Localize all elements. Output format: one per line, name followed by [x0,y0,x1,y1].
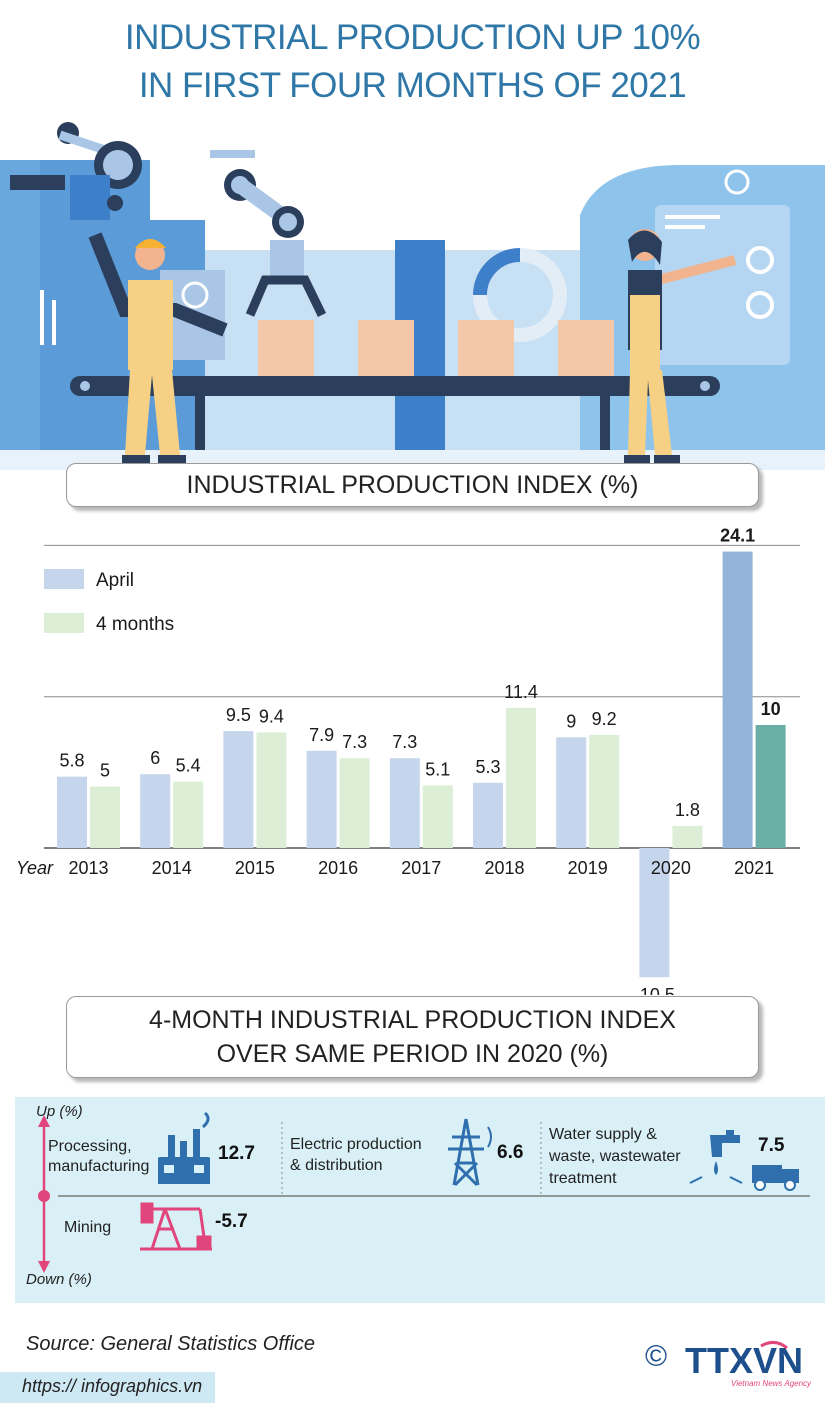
bar [57,776,87,848]
tick-label: 2014 [152,858,192,878]
bar [506,707,536,848]
bar [223,731,254,848]
tick-label: 2015 [235,858,275,878]
sector-value: -5.7 [215,1211,248,1232]
tick-label: 2013 [68,858,108,878]
tick-label: 2019 [568,858,608,878]
page-title: INDUSTRIAL PRODUCTION UP 10% IN FIRST FO… [0,14,825,110]
tick-label: 2018 [484,858,524,878]
legend-swatch [44,613,84,633]
legend-label: 4 months [96,614,174,635]
data-label: 24.1 [720,526,755,546]
bar [589,734,620,848]
water-truck-icon [689,1130,799,1191]
footer-band [0,1372,215,1403]
data-label: 9 [566,711,576,731]
bar [256,732,287,848]
production-index-chart: 5.8 5 2013 6 5.4 2014 9.5 9.4 2015 7.9 7.3 2016 7.3 5… [16,526,800,995]
bar [639,848,670,978]
sector-value: 6.6 [497,1142,523,1163]
legend-swatch [44,569,84,589]
data-label: 1.8 [675,800,700,820]
sector-label: Mining [64,1219,111,1236]
down-arrow-icon [38,1261,50,1273]
sector-label: Electric production [290,1136,422,1153]
tick-label: 2016 [318,858,358,878]
sector-value: 7.5 [758,1135,785,1156]
data-label: 11.4 [504,682,538,702]
chart-title: INDUSTRIAL PRODUCTION INDEX (%) [186,471,639,499]
chart-title-box: INDUSTRIAL PRODUCTION INDEX (%) [66,463,759,507]
bar [722,551,753,848]
tick-label: 2020 [651,858,691,878]
data-label: -10.5 [634,985,675,995]
bar [389,758,420,848]
data-label: 7.3 [342,732,367,752]
female-worker-icon [624,229,737,463]
sector-label: waste, wastewater [548,1148,681,1165]
copyright-icon: © [645,1340,668,1373]
title-line-2: IN FIRST FOUR MONTHS OF 2021 [138,66,687,105]
data-label: 5.8 [59,751,84,771]
sector-title-line-2: OVER SAME PERIOD IN 2020 (%) [216,1040,609,1068]
sector-title-box: 4-MONTH INDUSTRIAL PRODUCTION INDEX OVER… [66,996,759,1078]
legend-label: April [96,570,134,591]
male-worker-icon [88,232,228,463]
source-url: https:// infographics.vn [22,1376,203,1396]
down-label: Down (%) [26,1271,92,1288]
tick-label: 2017 [401,858,441,878]
data-label: 9.5 [226,705,251,725]
tick-label: 2021 [734,858,774,878]
data-label: 9.2 [592,709,617,729]
data-label: 9.4 [259,706,284,726]
factory-illustration [0,122,825,470]
oil-pump-icon [140,1202,212,1251]
robot-arm-icon [10,122,142,220]
bar [90,786,120,848]
bar [306,750,337,848]
axis-origin-dot [38,1190,50,1202]
sector-label: treatment [549,1170,617,1187]
bar [556,737,587,848]
bar [173,781,204,848]
sector-label: Processing, [48,1138,132,1155]
sector-label: & distribution [290,1157,383,1174]
sector-label: Water supply & [549,1126,657,1143]
sector-label: manufacturing [48,1158,149,1175]
bar [422,785,453,848]
x-axis-label: Year [16,858,54,878]
sector-value: 12.7 [218,1143,255,1164]
bar [140,774,171,848]
sector-title-line-1: 4-MONTH INDUSTRIAL PRODUCTION INDEX [149,1006,676,1034]
up-label: Up (%) [36,1103,83,1120]
bar [755,725,786,848]
data-label: 5 [100,761,110,781]
bar [339,758,370,848]
title-line-1: INDUSTRIAL PRODUCTION UP 10% [124,18,701,57]
data-label: 10 [761,699,781,719]
source-text: Source: General Statistics Office [26,1333,316,1355]
data-label: 5.1 [425,759,450,779]
logo-subtitle: Vietnam News Agency [731,1379,812,1388]
bar [672,825,703,848]
sector-breakdown: Up (%) Down (%) Processing, manufacturin… [26,1103,810,1288]
sector-panel [15,1097,825,1303]
up-arrow-icon [38,1115,50,1127]
data-label: 7.3 [392,732,417,752]
data-label: 5.3 [475,757,500,777]
factory-icon [155,1111,213,1186]
bar [473,782,503,848]
ttxvn-logo: TTXVN Vietnam News Agency [685,1340,812,1388]
power-tower-icon [448,1118,492,1187]
data-label: 7.9 [309,725,334,745]
data-label: 5.4 [176,756,201,776]
data-label: 6 [150,748,160,768]
